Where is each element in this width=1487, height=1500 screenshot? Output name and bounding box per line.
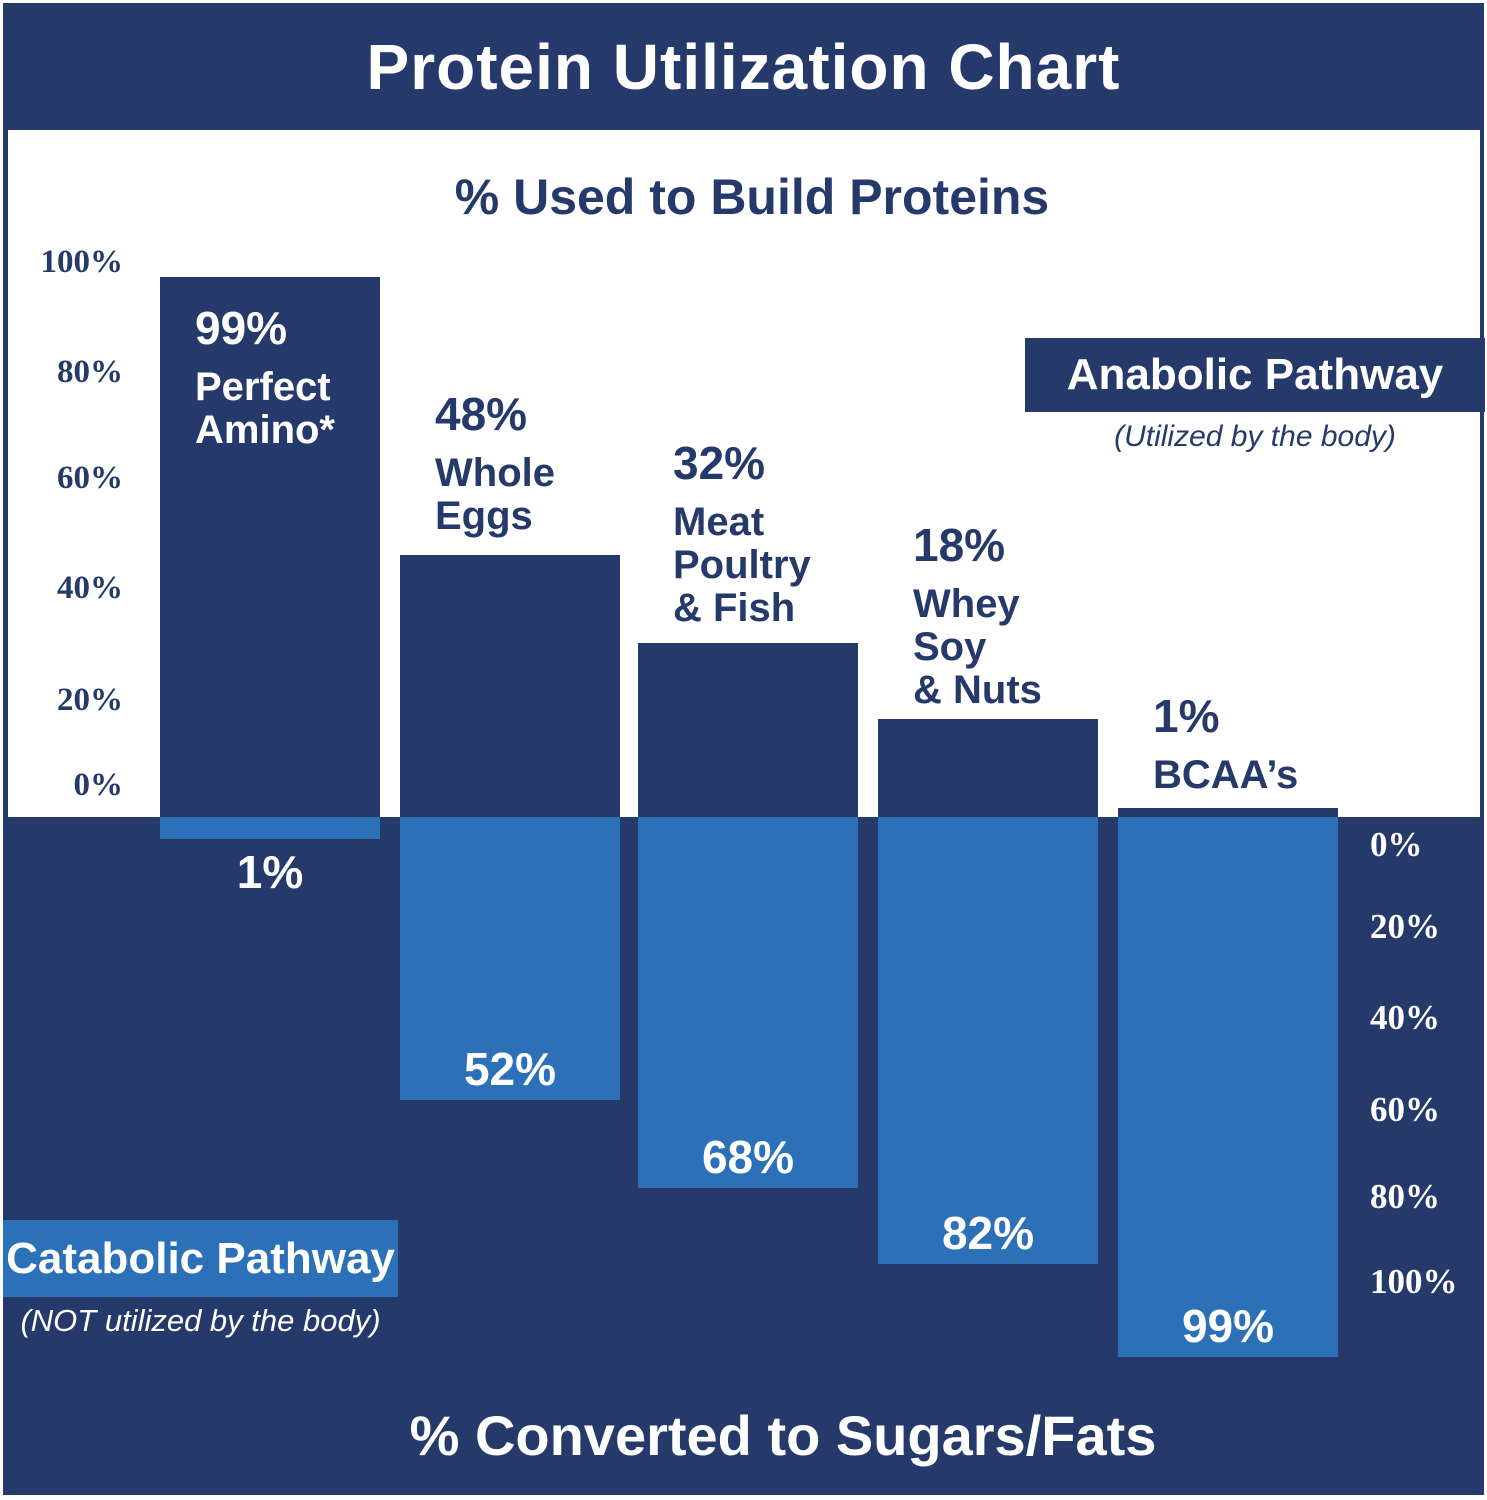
bottom-axis-tick-100: 100%	[1370, 1262, 1458, 1301]
top-axis-heading: % Used to Build Proteins	[454, 169, 1050, 225]
anabolic-value-meat-poultry-fish: 32%	[673, 437, 766, 489]
anabolic-value-perfect-amino: 99%	[195, 302, 288, 354]
bottom-axis-heading: % Converted to Sugars/Fats	[409, 1404, 1157, 1467]
catabolic-legend-label: Catabolic Pathway	[6, 1233, 395, 1283]
top-axis-tick-80: 80%	[57, 354, 123, 390]
category-name-bcaas-line1: BCAA’s	[1153, 753, 1299, 797]
category-name-perfect-amino-line1: Perfect	[195, 365, 331, 409]
bottom-axis-tick-40: 40%	[1370, 998, 1440, 1037]
anabolic-legend-note: (Utilized by the body)	[1114, 420, 1396, 453]
anabolic-value-whole-eggs: 48%	[435, 388, 528, 440]
catabolic-bar-whole-eggs	[400, 817, 620, 1100]
catabolic-legend-note: (NOT utilized by the body)	[20, 1303, 381, 1338]
anabolic-bar-whey-soy-nuts	[878, 719, 1098, 817]
bar-label-bcaas: 1% BCAA’s	[1153, 690, 1298, 797]
top-axis-tick-100: 100%	[40, 244, 124, 280]
anabolic-legend-label: Anabolic Pathway	[1066, 350, 1444, 399]
anabolic-bar-perfect-amino	[160, 277, 380, 817]
catabolic-value-perfect-amino: 1%	[236, 846, 304, 898]
category-name-whey-soy-nuts-line1: Whey	[913, 582, 1020, 626]
top-axis-tick-20: 20%	[57, 682, 123, 718]
catabolic-bar-bcaas	[1118, 817, 1338, 1357]
category-name-whole-eggs-line1: Whole	[435, 451, 555, 495]
bar-label-perfect-amino: 99% Perfect Amino*	[195, 302, 335, 452]
category-name-meat-poultry-fish-line2: Poultry	[673, 543, 811, 587]
category-name-meat-poultry-fish-line3: & Fish	[673, 586, 796, 630]
top-axis-tick-60: 60%	[57, 460, 123, 496]
bar-label-whole-eggs: 48% Whole Eggs	[435, 388, 555, 538]
category-name-whey-soy-nuts-line2: Soy	[913, 625, 987, 669]
anabolic-value-bcaas: 1%	[1153, 690, 1220, 742]
anabolic-bar-bcaas	[1118, 808, 1338, 817]
catabolic-value-bcaas: 99%	[1181, 1300, 1275, 1352]
top-axis-tick-40: 40%	[57, 570, 123, 606]
top-axis-tick-0: 0%	[73, 767, 124, 803]
catabolic-legend-box: Catabolic Pathway	[3, 1220, 398, 1297]
bottom-axis-tick-60: 60%	[1370, 1090, 1440, 1129]
catabolic-value-whey-soy-nuts: 82%	[941, 1207, 1035, 1259]
bottom-axis-tick-80: 80%	[1370, 1177, 1440, 1216]
bar-label-meat-poultry-fish: 32% Meat Poultry & Fish	[673, 437, 811, 630]
bottom-axis-tick-0: 0%	[1370, 825, 1423, 864]
category-name-meat-poultry-fish-line1: Meat	[673, 500, 765, 544]
catabolic-value-whole-eggs: 52%	[463, 1043, 557, 1095]
anabolic-legend-box: Anabolic Pathway	[1025, 338, 1485, 412]
bar-label-whey-soy-nuts: 18% Whey Soy & Nuts	[913, 519, 1042, 712]
bottom-axis-tick-20: 20%	[1370, 907, 1440, 946]
category-name-whole-eggs-line2: Eggs	[435, 494, 533, 538]
category-name-whey-soy-nuts-line3: & Nuts	[913, 668, 1042, 712]
catabolic-bar-meat-poultry-fish	[638, 817, 858, 1188]
anabolic-bar-meat-poultry-fish	[638, 643, 858, 817]
catabolic-bar-whey-soy-nuts	[878, 817, 1098, 1264]
anabolic-bar-whole-eggs	[400, 555, 620, 817]
catabolic-bar-perfect-amino	[160, 817, 380, 839]
category-name-perfect-amino-line2: Amino*	[195, 408, 335, 452]
chart-title: Protein Utilization Chart	[366, 30, 1121, 103]
anabolic-value-whey-soy-nuts: 18%	[913, 519, 1006, 571]
catabolic-value-meat-poultry-fish: 68%	[701, 1131, 795, 1183]
